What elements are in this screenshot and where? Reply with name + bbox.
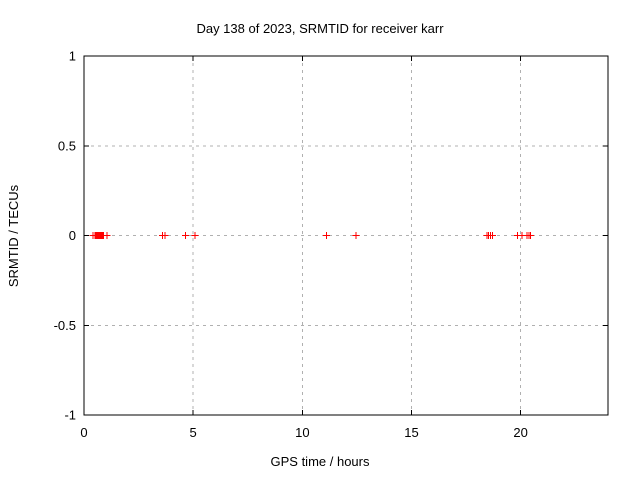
y-tick-label: 0.5	[58, 138, 76, 153]
x-tick-label: 0	[80, 425, 87, 440]
y-tick-label: -0.5	[54, 318, 76, 333]
data-point-marker	[191, 232, 199, 239]
data-point-marker	[322, 232, 330, 239]
y-tick-label: 1	[69, 49, 76, 64]
x-tick-label: 20	[513, 425, 527, 440]
x-tick-label: 15	[404, 425, 418, 440]
x-axis-label: GPS time / hours	[270, 454, 370, 469]
data-point-marker	[488, 232, 496, 239]
data-point-marker	[161, 232, 169, 239]
y-tick-label: -1	[64, 408, 76, 423]
data-point-marker	[352, 232, 360, 239]
chart-title: Day 138 of 2023, SRMTID for receiver kar…	[196, 21, 444, 36]
y-tick-label: 0	[69, 228, 76, 243]
data-point-marker	[182, 232, 190, 239]
data-point-marker	[526, 232, 534, 239]
x-tick-label: 10	[295, 425, 309, 440]
x-tick-label: 5	[190, 425, 197, 440]
data-point-marker	[103, 232, 111, 239]
